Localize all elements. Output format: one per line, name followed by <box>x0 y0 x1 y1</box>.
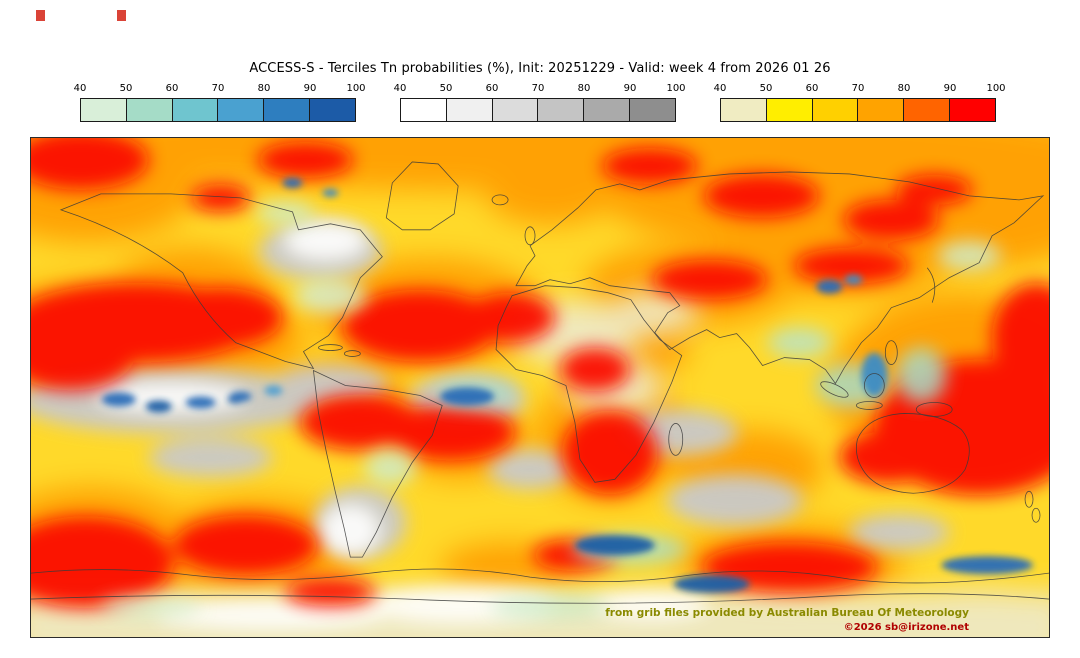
chart-title: ACCESS-S - Terciles Tn probabilities (%)… <box>249 61 831 76</box>
red-mark <box>117 10 126 21</box>
coast-new-zealand-south <box>1031 507 1041 523</box>
coast-new-guinea <box>915 402 953 417</box>
coast-antarctica <box>31 568 1049 584</box>
colorbar-segment <box>491 99 538 121</box>
colorbar-tick-label: 90 <box>943 83 957 94</box>
colorbar-bar <box>400 98 676 122</box>
coast-sumatra <box>820 381 849 398</box>
colorbar-ticks: 40 50 60 70 80 90 100 <box>714 83 1006 96</box>
colorbar-row: 40 50 60 70 80 90 100 40 50 60 70 80 90 100 40 50 60 70… <box>74 83 1006 122</box>
coast-cuba <box>318 344 343 351</box>
coast-north-america <box>59 193 383 370</box>
red-mark <box>36 10 45 21</box>
world-map: from grib files provided by Australian B… <box>30 137 1050 638</box>
colorbar-tick-label: 100 <box>666 83 686 94</box>
colorbar-segment <box>125 99 172 121</box>
colorbar-tick-label: 80 <box>897 83 911 94</box>
colorbar-below-normal: 40 50 60 70 80 90 100 <box>74 83 366 122</box>
colorbar-segment <box>765 99 812 121</box>
coastlines <box>31 161 1049 604</box>
colorbar-segment <box>721 99 766 121</box>
colorbar-ticks: 40 50 60 70 80 90 100 <box>394 83 686 96</box>
coast-eurasia <box>515 171 1045 385</box>
colorbar-ticks: 40 50 60 70 80 90 100 <box>74 83 366 96</box>
map-field-blue <box>101 177 1034 594</box>
colorbar-segment <box>217 99 264 121</box>
colorbar-segment <box>857 99 904 121</box>
coast-java <box>855 401 883 410</box>
colorbar-tick-label: 40 <box>713 83 727 94</box>
coast-south-america <box>312 369 443 558</box>
colorbar-segment <box>263 99 310 121</box>
colorbar-tick-label: 70 <box>851 83 865 94</box>
colorbar-segment <box>445 99 492 121</box>
credit-copyright: ©2026 sb@irizone.net <box>843 622 969 633</box>
colorbar-segment <box>949 99 995 121</box>
colorbar-segment <box>401 99 446 121</box>
colorbar-bar <box>80 98 356 122</box>
colorbar-tick-label: 60 <box>485 83 499 94</box>
colorbar-segment <box>629 99 675 121</box>
colorbar-segment <box>903 99 950 121</box>
coast-hispaniola <box>343 350 361 357</box>
coast-borneo <box>863 373 885 398</box>
coast-new-zealand-north <box>1024 490 1034 508</box>
coast-philippines <box>884 340 898 365</box>
colorbar-segment <box>171 99 218 121</box>
world-map-svg <box>31 138 1049 637</box>
colorbar-tick-label: 70 <box>531 83 545 94</box>
coast-uk <box>524 226 536 246</box>
colorbar-near-normal: 40 50 60 70 80 90 100 <box>394 83 686 122</box>
colorbar-tick-label: 50 <box>439 83 453 94</box>
coast-iceland <box>491 194 509 206</box>
colorbar-tick-label: 40 <box>73 83 87 94</box>
colorbar-segment <box>537 99 584 121</box>
colorbar-tick-label: 60 <box>165 83 179 94</box>
credit-source: from grib files provided by Australian B… <box>605 607 969 619</box>
coast-australia <box>855 413 970 494</box>
colorbar-tick-label: 90 <box>623 83 637 94</box>
coast-antarctica-ice-edge <box>31 593 1049 604</box>
colorbar-tick-label: 40 <box>393 83 407 94</box>
coast-greenland <box>385 161 459 231</box>
colorbar-segment <box>81 99 126 121</box>
colorbar-segment <box>309 99 355 121</box>
colorbar-tick-label: 100 <box>986 83 1006 94</box>
coast-japan <box>926 267 936 303</box>
colorbar-tick-label: 50 <box>759 83 773 94</box>
colorbar-segment <box>583 99 630 121</box>
colorbar-tick-label: 80 <box>257 83 271 94</box>
coast-africa <box>495 285 683 483</box>
colorbar-tick-label: 100 <box>346 83 366 94</box>
coast-madagascar <box>668 423 684 456</box>
colorbar-above-normal: 40 50 60 70 80 90 100 <box>714 83 1006 122</box>
colorbar-segment <box>811 99 858 121</box>
colorbar-bar <box>720 98 996 122</box>
colorbar-tick-label: 90 <box>303 83 317 94</box>
colorbar-tick-label: 80 <box>577 83 591 94</box>
colorbar-tick-label: 60 <box>805 83 819 94</box>
colorbar-tick-label: 70 <box>211 83 225 94</box>
colorbar-tick-label: 50 <box>119 83 133 94</box>
